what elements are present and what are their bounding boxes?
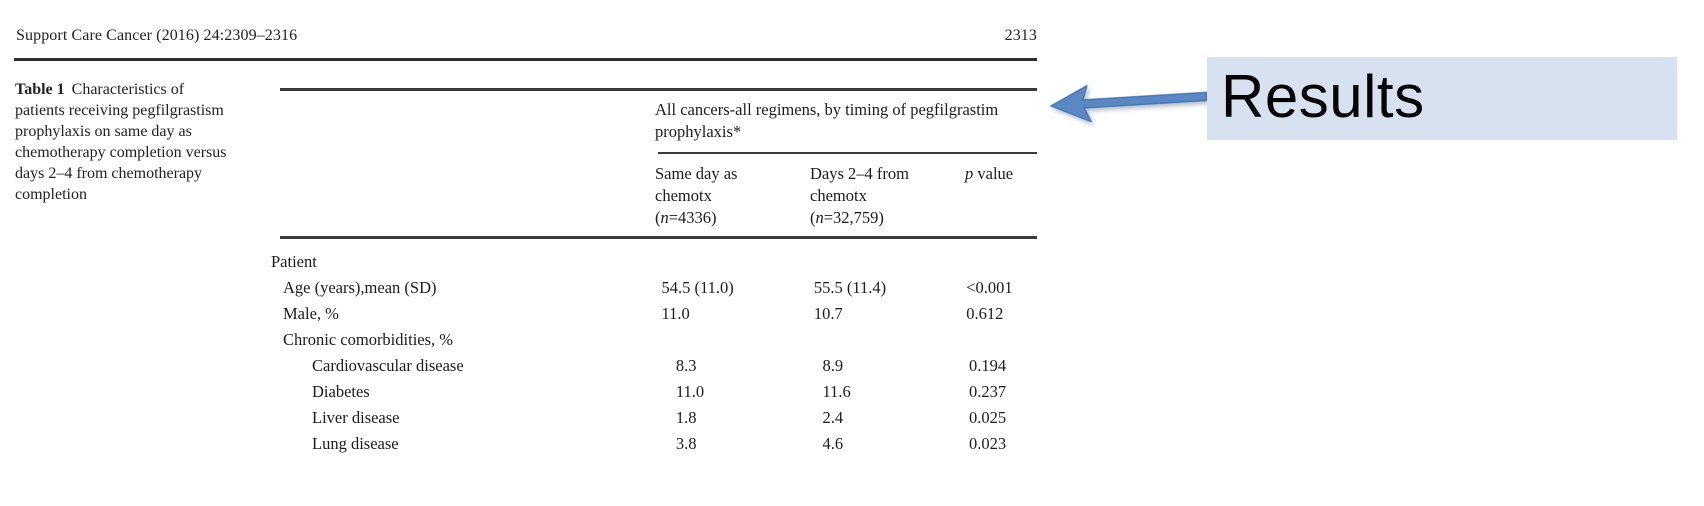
table-spanner-heading: All cancers-all regimens, by timing of p… (655, 91, 1037, 143)
results-arrow-icon (1050, 84, 1208, 123)
page-number: 2313 (1004, 27, 1037, 44)
caption-line: days 2–4 from chemotherapy (15, 165, 203, 182)
caption-line: chemotherapy completion versus (15, 144, 227, 161)
caption-line: prophylaxis on same day as (15, 123, 192, 140)
table-row: Male, % 11.0 10.7 0.612 (283, 304, 1004, 323)
table-body: Patient Age (years),mean (SD) 54.5 (11.0… (270, 239, 1037, 457)
column-headers: Same day as chemotx (n=4336) Days 2–4 fr… (270, 154, 1037, 229)
table-row: Diabetes 11.0 11.6 0.237 (312, 382, 1007, 401)
column-header-same-day: Same day as chemotx (n=4336) (655, 164, 738, 227)
spanner-line: prophylaxis* (655, 122, 742, 141)
caption-text: Characteristics of (71, 81, 185, 98)
table-row: Liver disease 1.8 2.4 0.025 (312, 408, 1007, 427)
column-header-p-value: p value (965, 164, 1014, 183)
table-row: Patient (271, 252, 317, 271)
results-annotation-box: Results (1207, 57, 1677, 140)
journal-header: Support Care Cancer (2016) 24:2309–2316 … (16, 27, 1037, 45)
caption-line: patients receiving pegfilgrastism (15, 102, 224, 119)
column-header-rowlabel (270, 163, 655, 229)
column-header-days-2-4: Days 2–4 from chemotx (n=32,759) (810, 164, 909, 227)
results-label: Results (1221, 62, 1425, 130)
table-row: Lung disease 3.8 4.6 0.023 (312, 434, 1007, 453)
header-rule (14, 58, 1037, 61)
table-top-rule (280, 88, 1037, 91)
table-caption: Table 1 Characteristics of patients recei… (15, 79, 260, 205)
caption-line: completion (15, 186, 87, 203)
caption-table-label: Table 1 (15, 81, 65, 98)
caption-line: Table 1 Characteristics of (15, 79, 260, 100)
table-1: All cancers-all regimens, by timing of p… (270, 88, 1037, 457)
header-bottom-rule (280, 236, 1037, 239)
table-row: Chronic comorbidities, % (283, 330, 454, 349)
table-row: Cardiovascular disease 8.3 8.9 0.194 (312, 356, 1007, 375)
table-row: Age (years),mean (SD) 54.5 (11.0) 55.5 (… (283, 278, 1013, 297)
spanner-line: All cancers-all regimens, by timing of p… (655, 100, 999, 119)
journal-citation: Support Care Cancer (2016) 24:2309–2316 (16, 27, 298, 44)
spanner-rule (658, 152, 1037, 154)
